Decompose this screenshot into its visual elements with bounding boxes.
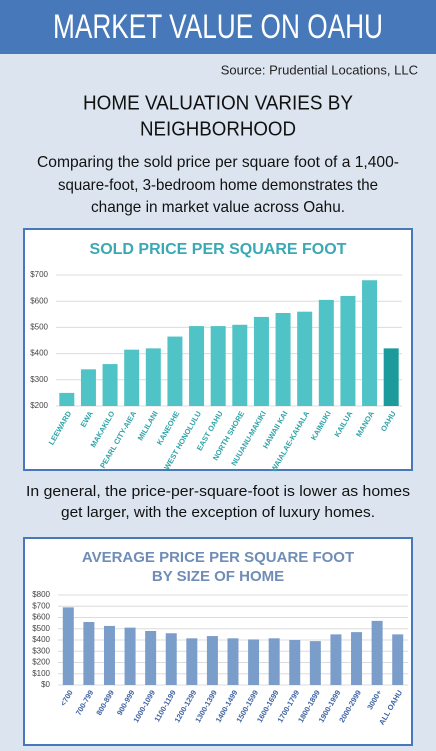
bar [210, 326, 226, 406]
headline: NEIGHBORHOOD [140, 118, 296, 140]
intro: change in market value across Oahu. [91, 199, 345, 216]
bar [103, 625, 115, 685]
y-tick-label: $500 [30, 323, 48, 332]
bar [145, 348, 161, 406]
y-tick-label: $200 [30, 401, 48, 410]
y-tick-label: $400 [32, 635, 50, 644]
bar [289, 640, 301, 685]
bar [371, 620, 383, 685]
page-title: MARKET VALUE ON OAHU [53, 8, 383, 46]
bar [309, 641, 321, 685]
header-band [0, 0, 436, 54]
chart-title: SOLD PRICE PER SQUARE FOOT [90, 241, 347, 258]
intro: square-foot, 3-bedroom home demonstrates… [58, 177, 378, 194]
intro: Comparing the sold price per square foot… [37, 154, 399, 171]
y-tick-label: $600 [32, 613, 50, 622]
bar [297, 311, 313, 406]
bar [80, 369, 96, 406]
bar [232, 324, 248, 406]
bar [186, 638, 198, 685]
bar [124, 349, 140, 406]
bar [253, 316, 269, 406]
bar [167, 336, 183, 406]
y-tick-label: $700 [32, 601, 50, 610]
y-tick-label: $200 [32, 658, 50, 667]
headline: HOME VALUATION VARIES BY [83, 92, 353, 114]
bar [83, 622, 95, 685]
source: Source: Prudential Locations, LLC [221, 62, 418, 77]
bar [248, 639, 260, 685]
bar [318, 299, 334, 406]
bar [340, 295, 356, 406]
y-tick-label: $300 [30, 375, 48, 384]
bar [189, 326, 205, 406]
bar [268, 638, 280, 685]
bar [102, 364, 118, 406]
y-tick-label: $0 [41, 680, 50, 689]
bar [275, 312, 291, 406]
bar [362, 280, 378, 406]
middle-text: In general, the price-per-square-foot is… [26, 483, 410, 500]
bar [206, 636, 218, 685]
y-tick-label: $600 [30, 296, 48, 305]
middle-text: get larger, with the exception of luxury… [61, 504, 375, 521]
chart-title: BY SIZE OF HOME [152, 568, 284, 585]
bar [351, 632, 363, 685]
y-tick-label: $800 [32, 590, 50, 599]
bar [165, 633, 177, 685]
y-tick-label: $700 [30, 270, 48, 279]
bar [227, 638, 239, 685]
y-tick-label: $300 [32, 646, 50, 655]
bar [62, 607, 74, 685]
bar [145, 631, 157, 685]
chart-title: AVERAGE PRICE PER SQUARE FOOT [82, 549, 354, 566]
bar [59, 392, 75, 406]
bar [383, 348, 399, 406]
bar [330, 634, 342, 685]
y-tick-label: $100 [32, 669, 50, 678]
y-tick-label: $400 [30, 349, 48, 358]
bar [124, 627, 136, 685]
bar [392, 634, 404, 685]
y-tick-label: $500 [32, 624, 50, 633]
